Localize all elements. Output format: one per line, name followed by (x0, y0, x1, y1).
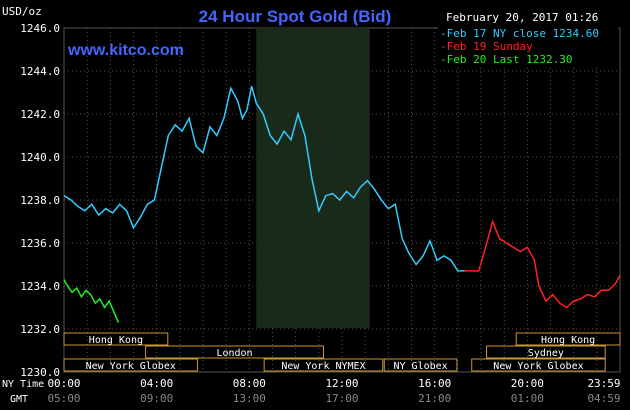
y-tick-label: 1236.0 (20, 237, 60, 250)
session-shade (256, 28, 370, 328)
market-label: New York NYMEX (281, 361, 365, 372)
x-tick-gmt: 01:00 (511, 392, 544, 405)
y-tick-label: 1238.0 (20, 194, 60, 207)
legend-entry: -Feb 20 Last 1232.30 (440, 53, 572, 66)
market-sessions: Hong Kong London New York Globex New York N… (63, 332, 621, 372)
legend: -Feb 17 NY close 1234.60-Feb 19 Sunday-F… (438, 26, 618, 68)
x-tick-gmt: 21:00 (418, 392, 451, 405)
x-tick-ny: 16:00 (418, 377, 451, 390)
website-label[interactable]: www.kitco.com (67, 42, 184, 59)
series-line (63, 85, 465, 272)
market-box (515, 332, 621, 346)
y-tick-label: 1234.0 (20, 280, 60, 293)
y-tick-label: 1242.0 (20, 108, 60, 121)
market-label: Hong Kong (541, 335, 595, 346)
x-tick-gmt: 04:59 (587, 392, 620, 405)
market-box (63, 358, 198, 372)
x-axis-labels: NY Time GMT 00:00 05:00 04:00 09:00 08:00 13:00… (2, 377, 621, 405)
x-tick-ny: 20:00 (511, 377, 544, 390)
y-tick-label: 1232.0 (20, 323, 60, 336)
market-label: New York Globex (493, 361, 583, 372)
chart-title: 24 Hour Spot Gold (Bid) (199, 7, 392, 26)
x-tick-ny: 08:00 (233, 377, 266, 390)
unit-label: USD/oz (2, 5, 42, 18)
market-label: Sydney (528, 348, 564, 359)
series-line (63, 279, 120, 323)
market-label: NY Globex (393, 361, 447, 372)
x-tick-gmt: 09:00 (140, 392, 173, 405)
market-box (486, 345, 606, 359)
market-label: London (216, 348, 252, 359)
x-tick-gmt: 13:00 (233, 392, 266, 405)
legend-bg (438, 26, 618, 68)
market-box (145, 345, 324, 359)
x-tick-gmt: 05:00 (47, 392, 80, 405)
series-line (464, 219, 621, 309)
legend-entry: -Feb 17 NY close 1234.60 (440, 27, 599, 40)
x-tick-ny: 00:00 (47, 377, 80, 390)
session-shade-rect (256, 28, 370, 328)
market-label: New York Globex (86, 361, 176, 372)
y-tick-label: 1244.0 (20, 65, 60, 78)
x-tick-ny: 04:00 (140, 377, 173, 390)
y-axis-labels: 1230.0 1232.0 1234.0 1236.0 1238.0 1240.0 1242… (20, 22, 60, 379)
x-tick-ny: 23:59 (587, 377, 620, 390)
legend-entry: -Feb 19 Sunday (440, 40, 533, 53)
market-box (63, 332, 169, 346)
market-box (263, 358, 384, 372)
x-tick-gmt: 17:00 (325, 392, 358, 405)
date-label: February 20, 2017 01:26 (446, 11, 598, 24)
gmt-label: GMT (10, 394, 28, 405)
y-tick-label: 1230.0 (20, 366, 60, 379)
market-box (383, 358, 458, 372)
market-label: Hong Kong (89, 335, 143, 346)
x-tick-ny: 12:00 (325, 377, 358, 390)
y-tick-label: 1246.0 (20, 22, 60, 35)
y-tick-label: 1240.0 (20, 151, 60, 164)
ny-time-label: NY Time (2, 379, 44, 390)
market-box (471, 358, 606, 372)
series-layer (63, 85, 621, 323)
